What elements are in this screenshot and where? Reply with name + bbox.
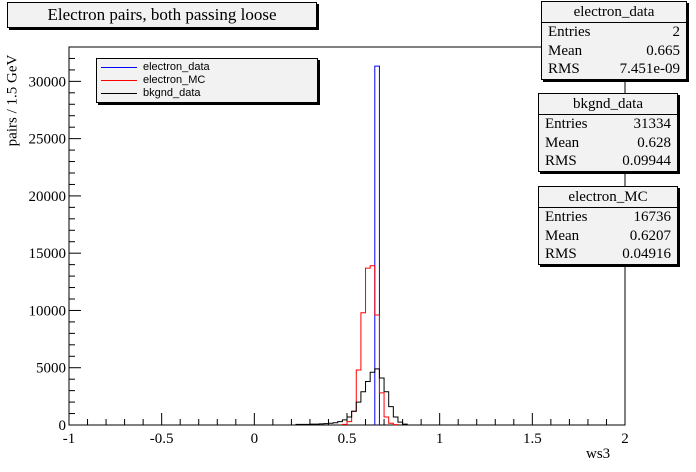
stats-box-electron-data: electron_data Entries 2 Mean 0.665 RMS 7.45… [541, 1, 687, 80]
legend-swatch-black [101, 92, 137, 94]
stats-key: Mean [548, 42, 583, 59]
y-tick-label: 30000 [29, 74, 67, 90]
x-tick-label: 0.5 [338, 431, 357, 447]
stats-row-rms: RMS 0.04916 [539, 245, 677, 264]
legend-entry-electron-data: electron_data [101, 61, 210, 74]
legend-swatch-blue [101, 66, 137, 68]
stats-title: electron_data [542, 2, 686, 23]
stats-value: 2 [672, 24, 681, 40]
y-tick-label: 15000 [29, 246, 67, 262]
x-tick-label: 2 [621, 431, 629, 447]
stats-key: RMS [545, 153, 577, 169]
y-axis-label: pairs / 1.5 GeV [4, 54, 21, 147]
histogram-bkgnd-data [295, 368, 408, 425]
y-tick-label: 20000 [29, 189, 67, 205]
stats-key: Mean [545, 134, 580, 151]
stats-value: 31334 [633, 116, 672, 132]
stats-row-entries: Entries 31334 [539, 115, 677, 134]
stats-key: Entries [548, 24, 591, 40]
legend-label: electron_data [143, 61, 210, 73]
stats-row-mean: Mean 0.628 [539, 134, 677, 153]
stats-value: 0.665 [646, 42, 680, 59]
stats-row-entries: Entries 2 [542, 23, 686, 42]
x-axis-label: ws3 [586, 446, 611, 462]
plot-title: Electron pairs, both passing loose [7, 2, 317, 28]
legend-entry-electron-mc: electron_MC [101, 74, 205, 87]
x-tick-label: -1 [63, 431, 76, 447]
stats-row-mean: Mean 0.6207 [539, 227, 677, 246]
stats-key: Entries [545, 116, 588, 132]
x-tick-label: 1 [436, 431, 444, 447]
stats-row-rms: RMS 0.09944 [539, 152, 677, 171]
stats-key: RMS [545, 246, 577, 262]
stats-title: electron_MC [539, 187, 677, 208]
legend-entry-bkgnd-data: bkgnd_data [101, 87, 201, 100]
x-tick-label: -0.5 [150, 431, 174, 447]
legend-swatch-red [101, 79, 137, 81]
stats-value: 0.09944 [622, 153, 671, 169]
y-tick-label: 10000 [29, 303, 67, 319]
x-tick-label: 1.5 [523, 431, 542, 447]
stats-value: 0.04916 [622, 246, 671, 262]
histogram-electron-data [374, 65, 380, 425]
stats-value: 0.6207 [629, 227, 671, 244]
stats-value: 16736 [633, 209, 672, 225]
stats-row-entries: Entries 16736 [539, 208, 677, 227]
y-tick-label: 0 [59, 418, 67, 434]
stats-row-rms: RMS 7.451e-09 [542, 60, 686, 79]
stats-value: 7.451e-09 [619, 61, 680, 77]
stats-box-electron-mc: electron_MC Entries 16736 Mean 0.6207 RMS 0… [538, 186, 678, 265]
legend: electron_data electron_MC bkgnd_data [96, 58, 318, 103]
legend-label: electron_MC [143, 74, 206, 86]
y-tick-label: 5000 [36, 361, 66, 377]
stats-value: 0.628 [637, 134, 671, 151]
histogram-electron-MC [341, 265, 399, 426]
stats-key: RMS [548, 61, 580, 77]
stats-box-bkgnd-data: bkgnd_data Entries 31334 Mean 0.628 RMS 0.0… [538, 93, 678, 172]
legend-label: bkgnd_data [143, 87, 201, 99]
x-tick-label: 0 [251, 431, 259, 447]
stats-row-mean: Mean 0.665 [542, 42, 686, 61]
stats-key: Entries [545, 209, 588, 225]
stats-key: Mean [545, 227, 580, 244]
stats-title: bkgnd_data [539, 94, 677, 115]
y-tick-label: 25000 [29, 132, 67, 148]
